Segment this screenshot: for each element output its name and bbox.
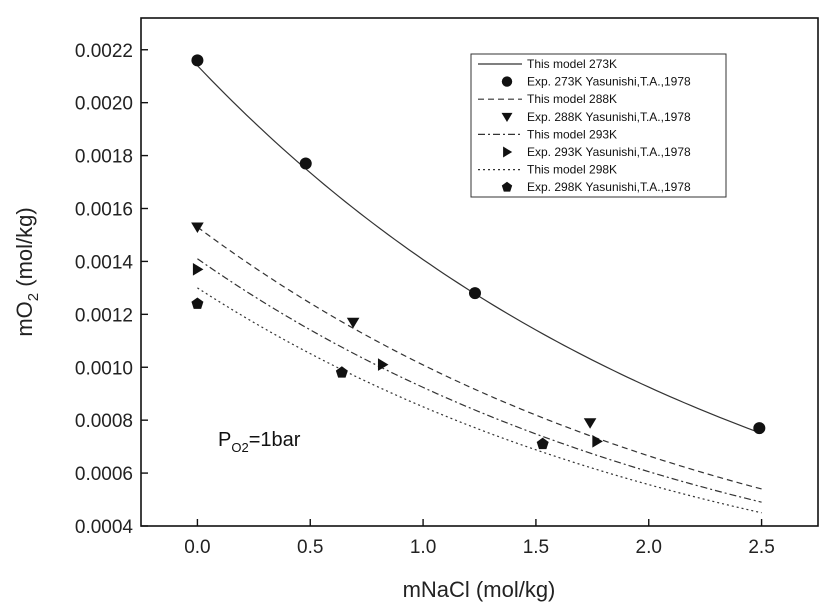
legend-rows: This model 273K Exp. 273K Yasunishi,T.A.,… <box>478 57 691 194</box>
y-tick-label: 0.0020 <box>75 94 133 115</box>
model-curve <box>197 226 762 490</box>
legend: This model 273K Exp. 273K Yasunishi,T.A.,… <box>470 53 727 198</box>
data-point-triangle-right <box>503 146 513 158</box>
data-point-triangle-right <box>192 263 204 276</box>
y-tick-label: 0.0008 <box>75 411 133 432</box>
legend-entry: Exp. 288K Yasunishi,T.A.,1978 <box>527 110 691 124</box>
data-point-circle <box>468 287 481 300</box>
data-point-pentagon <box>191 297 204 309</box>
data-point-triangle-down <box>501 112 513 122</box>
y-tick-label: 0.0014 <box>75 252 134 273</box>
x-tick-label: 0.0 <box>184 537 210 558</box>
y-axis-label-unit: (mol/kg) <box>12 207 37 293</box>
x-tick-label: 1.0 <box>410 537 436 558</box>
data-point-pentagon <box>335 366 348 378</box>
legend-entry: This model 293K <box>527 127 617 141</box>
experimental-points <box>191 54 766 450</box>
data-point-triangle-down <box>583 418 597 429</box>
data-point-triangle-down <box>346 317 360 329</box>
data-point-circle <box>753 422 766 435</box>
data-point-circle <box>191 54 204 67</box>
pressure-annotation: PO2=1bar <box>218 429 301 455</box>
y-axis-label: mO2 (mol/kg) <box>12 207 42 336</box>
x-tick-label: 2.5 <box>748 537 774 558</box>
data-point-triangle-right <box>377 358 389 371</box>
y-axis-label-sub: 2 <box>25 293 42 301</box>
y-axis: 0.0004 0.0006 0.0008 0.0010 0.0012 0.0014 0.00… <box>75 41 148 538</box>
y-tick-label: 0.0012 <box>75 305 133 326</box>
data-point-pentagon <box>501 181 513 192</box>
y-tick-label: 0.0018 <box>75 147 133 168</box>
legend-entry: Exp. 293K Yasunishi,T.A.,1978 <box>527 145 691 159</box>
legend-entry: Exp. 273K Yasunishi,T.A.,1978 <box>527 75 691 89</box>
legend-entry: This model 288K <box>527 92 617 106</box>
x-axis-label: mNaCl (mol/kg) <box>403 577 556 602</box>
data-point-circle <box>299 157 312 170</box>
data-point-pentagon <box>536 437 549 450</box>
data-point-circle <box>501 76 513 87</box>
legend-box <box>470 53 727 198</box>
pressure-annotation-main: P <box>218 429 231 451</box>
plot-frame <box>140 17 819 527</box>
data-point-triangle-right <box>592 435 603 448</box>
x-tick-label: 0.5 <box>297 537 323 558</box>
y-tick-label: 0.0004 <box>75 517 134 538</box>
x-tick-label: 1.5 <box>523 537 549 558</box>
pressure-annotation-rest: =1bar <box>249 429 301 451</box>
y-tick-label: 0.0006 <box>75 464 133 485</box>
model-curve <box>197 258 762 503</box>
y-tick-label: 0.0010 <box>75 358 133 379</box>
y-tick-label: 0.0016 <box>75 200 133 221</box>
legend-entry: This model 273K <box>527 57 617 71</box>
legend-entry: Exp. 298K Yasunishi,T.A.,1978 <box>527 180 691 194</box>
legend-entry: This model 298K <box>527 163 617 177</box>
y-tick-label: 0.0022 <box>75 41 133 62</box>
data-point-triangle-down <box>191 222 204 234</box>
x-axis: 0.0 0.5 1.0 1.5 2.0 2.5 <box>184 519 775 558</box>
pressure-annotation-sub: O2 <box>231 440 248 455</box>
x-tick-label: 2.0 <box>636 537 662 558</box>
y-axis-label-main: mO <box>12 301 37 336</box>
model-curve <box>197 287 762 514</box>
